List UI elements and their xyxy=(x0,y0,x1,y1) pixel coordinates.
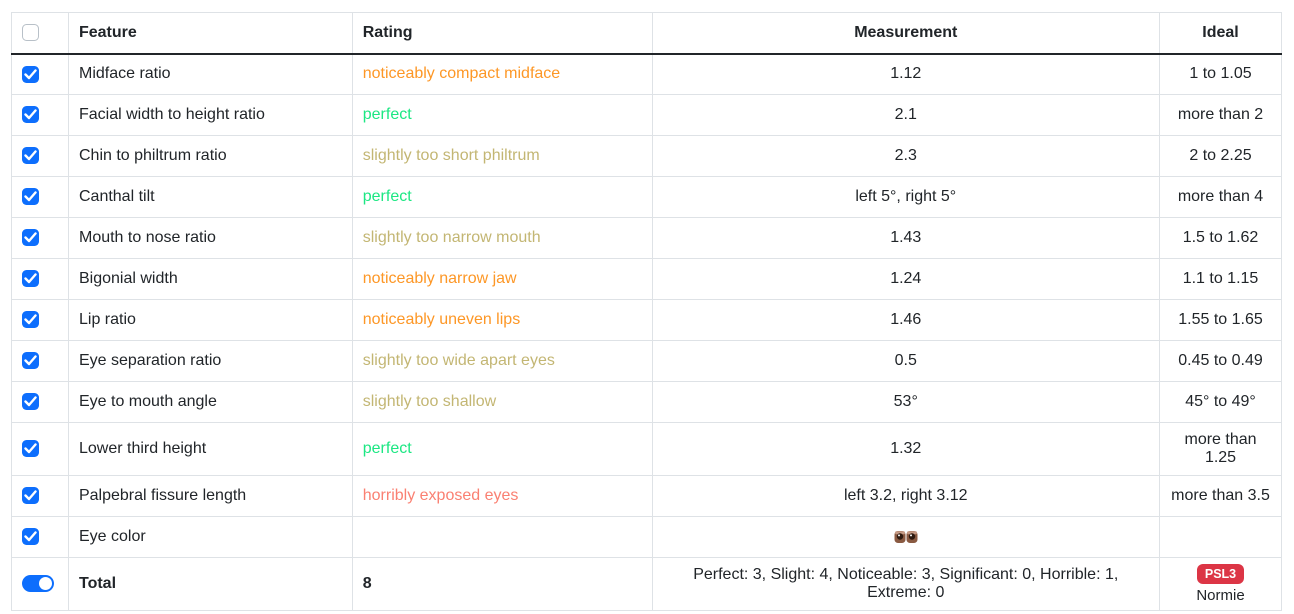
feature-label: Facial width to height ratio xyxy=(67,94,353,136)
face-ratings-table: Feature Rating Measurement Ideal Midface… xyxy=(11,12,1282,611)
rating-label: slightly too shallow xyxy=(351,381,653,423)
row-checkbox[interactable] xyxy=(22,311,39,329)
total-score: 8 xyxy=(351,557,653,611)
table-row: Eye separation ratio slightly too wide ap… xyxy=(11,340,1282,382)
rating-label: perfect xyxy=(351,422,653,476)
toggle-knob xyxy=(39,577,52,591)
row-checkbox[interactable] xyxy=(22,393,39,411)
table-row: Facial width to height ratio perfect 2.1 mo… xyxy=(11,94,1282,136)
ideal-value: 1.5 to 1.62 xyxy=(1159,217,1282,259)
table-row: Canthal tilt perfect left 5°, right 5° more… xyxy=(11,176,1282,218)
rating-label: noticeably compact midface xyxy=(351,53,653,95)
brown-eyes-emoji xyxy=(894,530,918,543)
feature-label: Midface ratio xyxy=(67,53,353,95)
measurement-value xyxy=(651,516,1161,558)
row-checkbox[interactable] xyxy=(22,106,39,124)
row-checkbox[interactable] xyxy=(22,440,39,458)
feature-label: Eye color xyxy=(67,516,353,558)
ideal-value: more than 1.25 xyxy=(1159,422,1282,476)
table-row: Eye to mouth angle slightly too shallow 53… xyxy=(11,381,1282,423)
rating-label: noticeably narrow jaw xyxy=(351,258,653,300)
feature-column-header: Feature xyxy=(67,12,353,55)
measurement-value: 0.5 xyxy=(651,340,1161,382)
feature-label: Palpebral fissure length xyxy=(67,475,353,517)
rating-label: perfect xyxy=(351,176,653,218)
measurement-value: 2.3 xyxy=(651,135,1161,177)
ideal-value xyxy=(1159,516,1282,558)
feature-label: Lower third height xyxy=(67,422,353,476)
psl-badge-label: Normie xyxy=(1196,587,1245,605)
ideal-value: 45° to 49° xyxy=(1159,381,1282,423)
rating-label: slightly too narrow mouth xyxy=(351,217,653,259)
row-checkbox[interactable] xyxy=(22,270,39,288)
select-all-checkbox[interactable] xyxy=(22,24,39,42)
row-checkbox[interactable] xyxy=(22,229,39,247)
feature-label: Eye to mouth angle xyxy=(67,381,353,423)
measurement-value: left 5°, right 5° xyxy=(651,176,1161,218)
rating-label: slightly too wide apart eyes xyxy=(351,340,653,382)
rating-label: perfect xyxy=(351,94,653,136)
rating-label: noticeably uneven lips xyxy=(351,299,653,341)
measurement-value: 1.32 xyxy=(651,422,1161,476)
feature-label: Chin to philtrum ratio xyxy=(67,135,353,177)
ideal-value: more than 2 xyxy=(1159,94,1282,136)
feature-label: Eye separation ratio xyxy=(67,340,353,382)
table-row: Lip ratio noticeably uneven lips 1.46 1.55 … xyxy=(11,299,1282,341)
measurement-column-header: Measurement xyxy=(651,12,1161,55)
header-row: Feature Rating Measurement Ideal xyxy=(11,12,1282,55)
rating-column-header: Rating xyxy=(351,12,653,55)
total-label: Total xyxy=(67,557,353,611)
table-row: Chin to philtrum ratio slightly too short… xyxy=(11,135,1282,177)
row-checkbox[interactable] xyxy=(22,188,39,206)
row-checkbox[interactable] xyxy=(22,352,39,370)
feature-label: Canthal tilt xyxy=(67,176,353,218)
measurement-value: 1.12 xyxy=(651,53,1161,95)
rating-label: horribly exposed eyes xyxy=(351,475,653,517)
measurement-value: 2.1 xyxy=(651,94,1161,136)
row-checkbox[interactable] xyxy=(22,147,39,165)
ideal-value: 1.1 to 1.15 xyxy=(1159,258,1282,300)
total-row: Total 8 Perfect: 3, Slight: 4, Noticeabl… xyxy=(11,557,1282,611)
feature-label: Lip ratio xyxy=(67,299,353,341)
measurement-value: left 3.2, right 3.12 xyxy=(651,475,1161,517)
table-row: Palpebral fissure length horribly exposed… xyxy=(11,475,1282,517)
ideal-value: 2 to 2.25 xyxy=(1159,135,1282,177)
total-summary: Perfect: 3, Slight: 4, Noticeable: 3, Si… xyxy=(651,557,1161,611)
psl-badge: PSL3 xyxy=(1196,563,1245,585)
ideal-column-header: Ideal xyxy=(1159,12,1282,55)
measurement-value: 1.24 xyxy=(651,258,1161,300)
table-row: Mouth to nose ratio slightly too narrow m… xyxy=(11,217,1282,259)
table-row: Lower third height perfect 1.32 more than 1… xyxy=(11,422,1282,476)
table-row: Midface ratio noticeably compact midface 1… xyxy=(11,53,1282,95)
ideal-value: 1.55 to 1.65 xyxy=(1159,299,1282,341)
row-checkbox[interactable] xyxy=(22,528,39,546)
feature-label: Bigonial width xyxy=(67,258,353,300)
measurement-value: 1.46 xyxy=(651,299,1161,341)
measurement-value: 53° xyxy=(651,381,1161,423)
row-checkbox[interactable] xyxy=(22,65,39,83)
row-checkbox[interactable] xyxy=(22,487,39,505)
rating-label: slightly too short philtrum xyxy=(351,135,653,177)
rating-label xyxy=(351,516,653,558)
ideal-value: more than 4 xyxy=(1159,176,1282,218)
measurement-value: 1.43 xyxy=(651,217,1161,259)
table-row: Eye color xyxy=(11,516,1282,558)
feature-label: Mouth to nose ratio xyxy=(67,217,353,259)
total-toggle-switch[interactable] xyxy=(22,575,54,593)
table-row: Bigonial width noticeably narrow jaw 1.24 1… xyxy=(11,258,1282,300)
ideal-value: 1 to 1.05 xyxy=(1159,53,1282,95)
ideal-value: 0.45 to 0.49 xyxy=(1159,340,1282,382)
ideal-value: more than 3.5 xyxy=(1159,475,1282,517)
